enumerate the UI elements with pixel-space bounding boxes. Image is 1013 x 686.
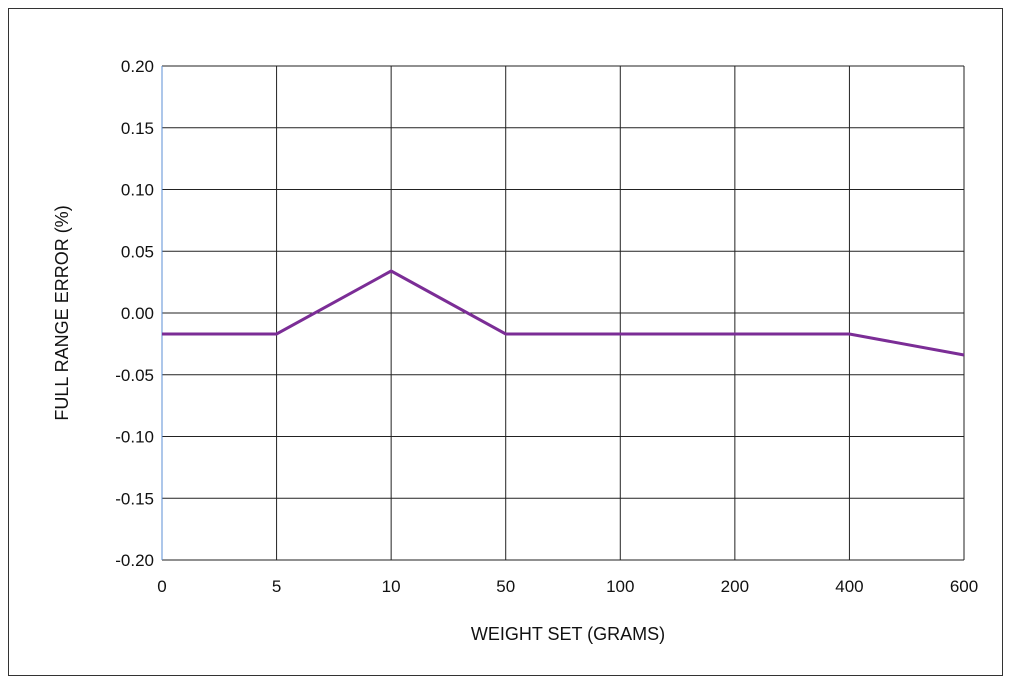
y-tick-label: 0.05 bbox=[121, 242, 154, 261]
y-tick-label: 0.15 bbox=[121, 119, 154, 138]
x-tick-label: 100 bbox=[606, 577, 634, 596]
x-tick-label: 200 bbox=[721, 577, 749, 596]
x-tick-label: 10 bbox=[382, 577, 401, 596]
y-tick-label: -0.20 bbox=[115, 551, 154, 570]
series-line bbox=[162, 269, 965, 357]
x-tick-label: 400 bbox=[835, 577, 863, 596]
x-axis-ticks: 0 5 10 50 100 200 400 600 bbox=[157, 577, 978, 596]
x-tick-label: 5 bbox=[272, 577, 281, 596]
y-axis-title: FULL RANGE ERROR (%) bbox=[52, 205, 72, 420]
y-tick-label: -0.10 bbox=[115, 428, 154, 447]
y-tick-label: 0.10 bbox=[121, 181, 154, 200]
grid bbox=[161, 65, 965, 561]
series-layer bbox=[162, 269, 965, 357]
y-axis-ticks: 0.20 0.15 0.10 0.05 0.00 -0.05 -0.10 -0.15 -0.20 bbox=[115, 57, 154, 570]
x-tick-label: 600 bbox=[950, 577, 978, 596]
y-tick-label: 0.00 bbox=[121, 304, 154, 323]
x-tick-label: 0 bbox=[157, 577, 166, 596]
y-tick-label: -0.05 bbox=[115, 366, 154, 385]
y-tick-label: -0.15 bbox=[115, 489, 154, 508]
x-axis-title: WEIGHT SET (GRAMS) bbox=[471, 624, 665, 644]
y-tick-label: 0.20 bbox=[121, 57, 154, 76]
x-tick-label: 50 bbox=[496, 577, 515, 596]
